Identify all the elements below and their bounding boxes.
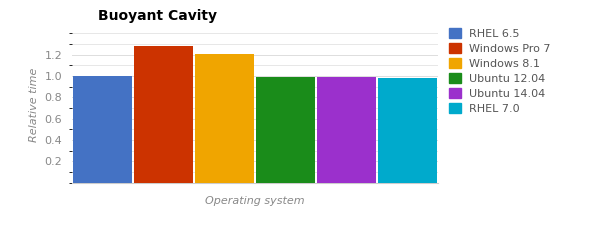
Bar	[134, 46, 193, 183]
Bar	[256, 77, 316, 183]
Bar	[377, 78, 437, 183]
X-axis label: Operating system: Operating system	[205, 196, 305, 206]
Bar	[317, 77, 376, 183]
Bar	[73, 76, 133, 183]
Legend: RHEL 6.5, Windows Pro 7, Windows 8.1, Ubuntu 12.04, Ubuntu 14.04, RHEL 7.0: RHEL 6.5, Windows Pro 7, Windows 8.1, Ub…	[447, 26, 553, 116]
Y-axis label: Relative time: Relative time	[29, 68, 39, 143]
Bar	[194, 54, 254, 183]
Text: Buoyant Cavity: Buoyant Cavity	[98, 9, 217, 23]
